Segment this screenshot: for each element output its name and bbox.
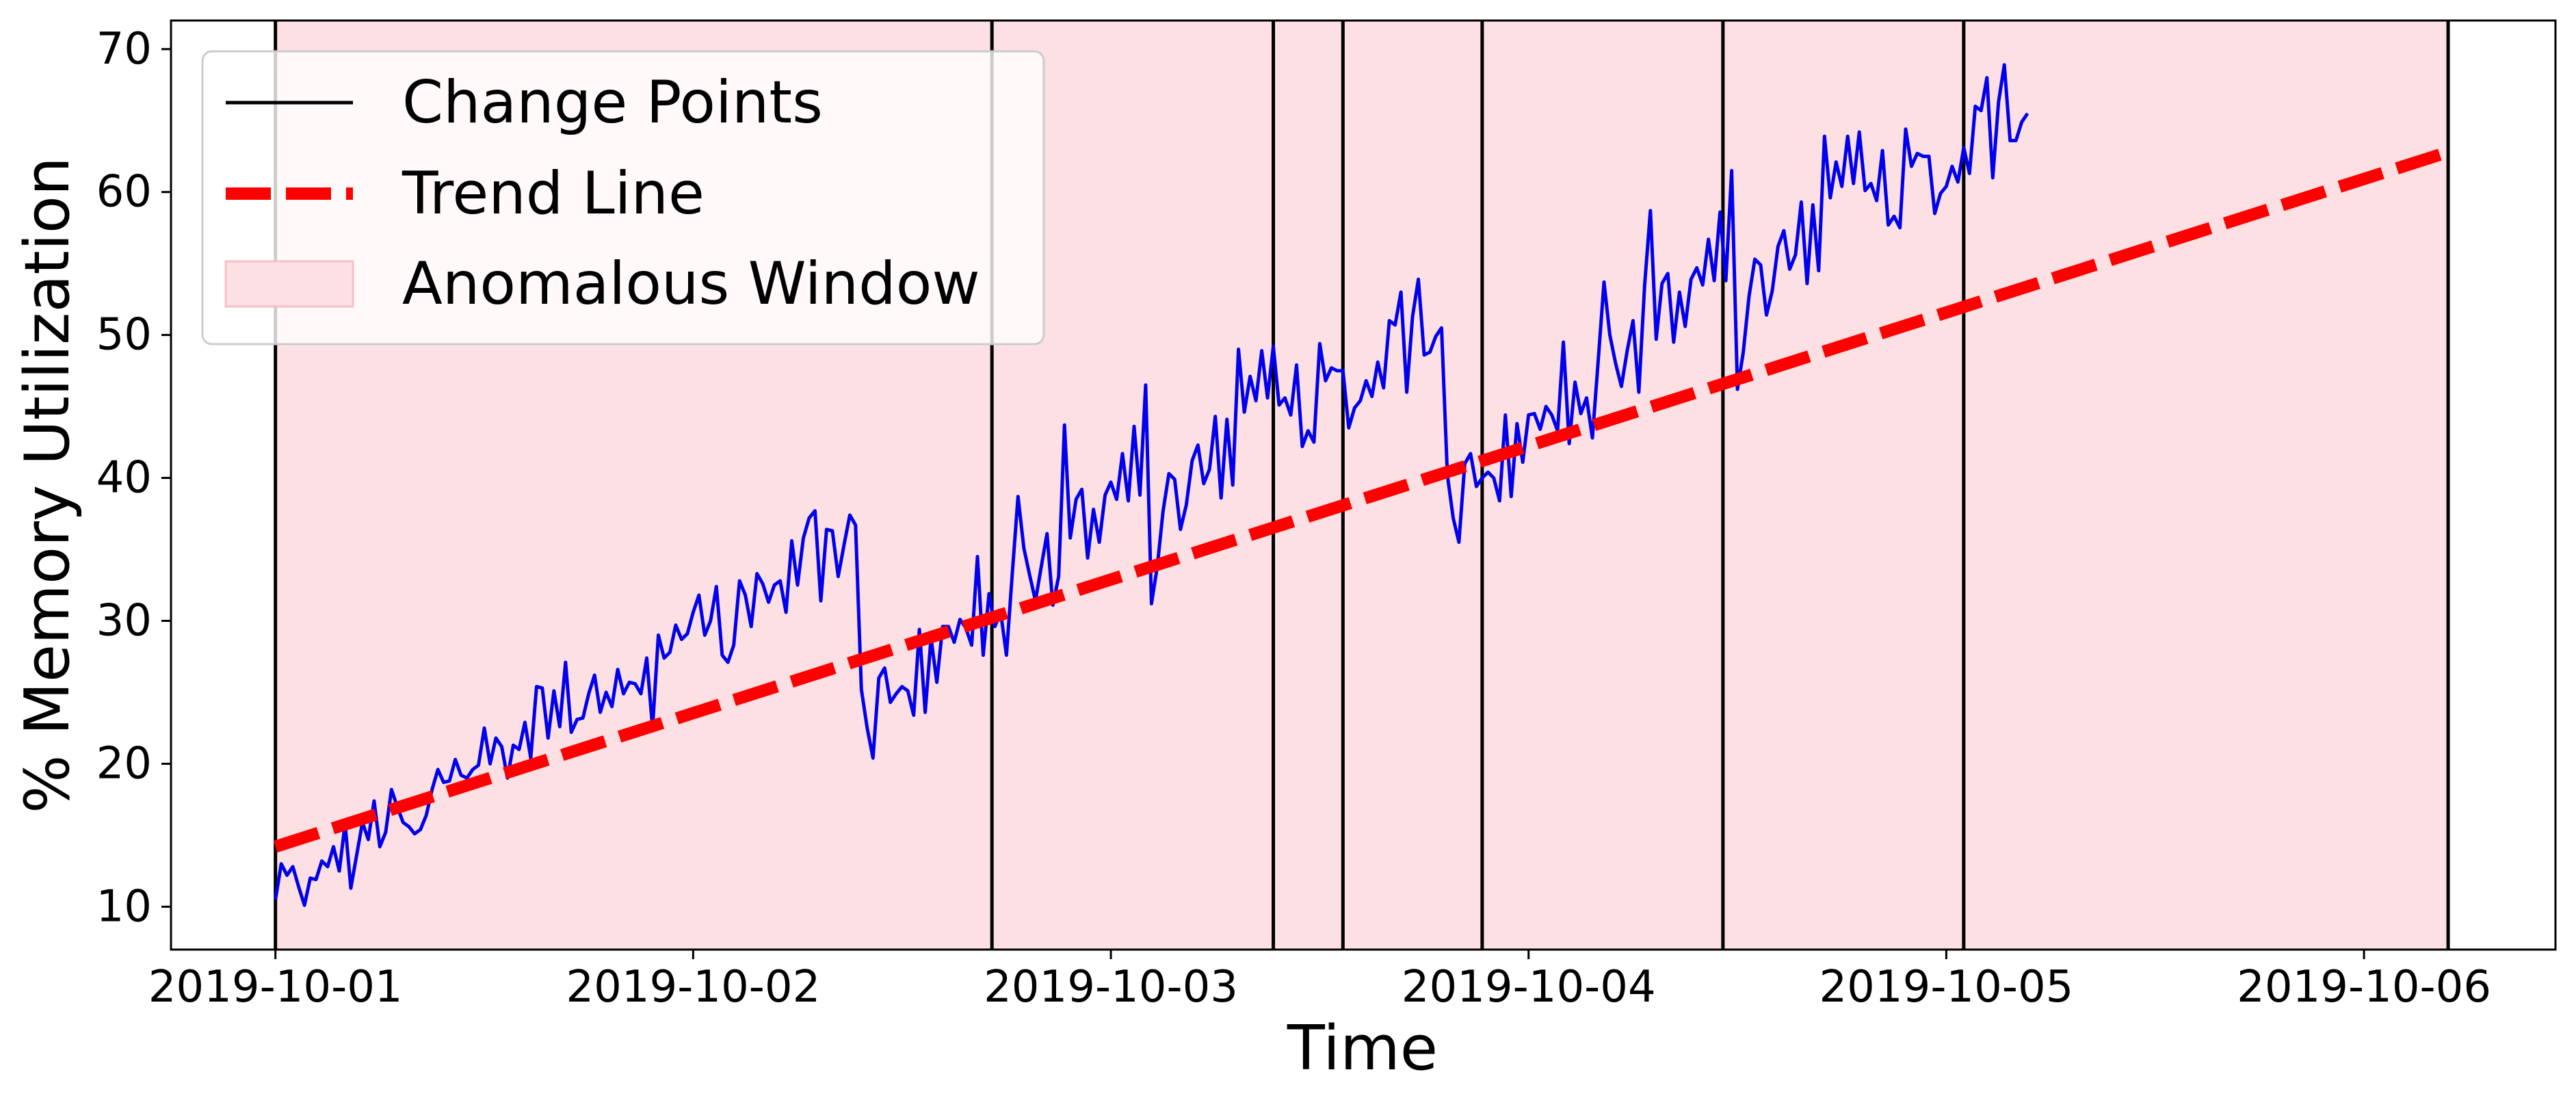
x-tick-label: 2019-10-04 [1402, 962, 1656, 1013]
trend [273, 146, 2450, 853]
legend-anomalous-window-label: Anomalous Window [402, 250, 980, 318]
series [274, 63, 2029, 907]
trend-line [273, 146, 2450, 853]
x-tick-label: 2019-10-05 [1819, 962, 2073, 1013]
memory-utilization-line [274, 63, 2029, 907]
y-tick-label: 30 [96, 595, 152, 646]
y-tick-label: 50 [96, 310, 152, 361]
x-tick-label: 2019-10-06 [2237, 962, 2491, 1013]
legend: Change Points Trend Line Anomalous Windo… [201, 50, 1045, 345]
legend-box [201, 50, 1045, 345]
y-tick-label: 20 [96, 738, 152, 789]
legend-trend-line-label: Trend Line [402, 159, 705, 228]
y-axis-label: % Memory Utilization [12, 157, 83, 813]
plot-frame [170, 19, 2557, 951]
legend-change-points-label: Change Points [402, 68, 823, 137]
y-axis: 10 20 30 40 50 60 70 [96, 24, 171, 932]
x-tick-label: 2019-10-03 [984, 962, 1238, 1013]
y-tick-label: 60 [96, 167, 152, 218]
legend-anomalous-window-swatch [224, 260, 354, 308]
x-axis: 2019-10-01 2019-10-02 2019-10-03 2019-10-04… [148, 950, 2491, 1013]
x-axis-label: Time [1287, 1013, 1438, 1084]
y-tick-label: 10 [96, 881, 152, 932]
x-tick-label: 2019-10-01 [148, 962, 403, 1013]
x-tick-label: 2019-10-02 [566, 962, 820, 1013]
y-tick-label: 40 [96, 453, 152, 504]
y-tick-label: 70 [96, 24, 152, 75]
